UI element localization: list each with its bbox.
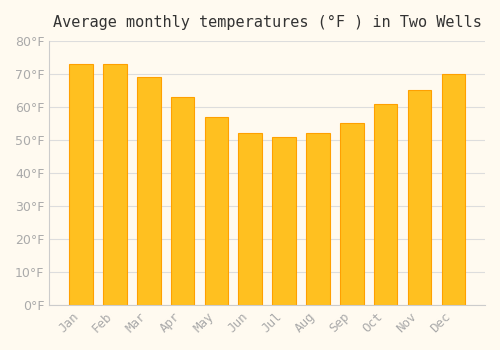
Title: Average monthly temperatures (°F ) in Two Wells: Average monthly temperatures (°F ) in Tw… <box>52 15 482 30</box>
Bar <box>374 104 398 305</box>
Bar <box>306 133 330 305</box>
Bar <box>204 117 229 305</box>
Bar <box>69 64 93 305</box>
Bar <box>408 90 432 305</box>
Bar <box>103 64 126 305</box>
Bar <box>137 77 160 305</box>
Bar <box>272 136 296 305</box>
Bar <box>442 74 465 305</box>
Bar <box>340 124 363 305</box>
Bar <box>238 133 262 305</box>
Bar <box>170 97 194 305</box>
